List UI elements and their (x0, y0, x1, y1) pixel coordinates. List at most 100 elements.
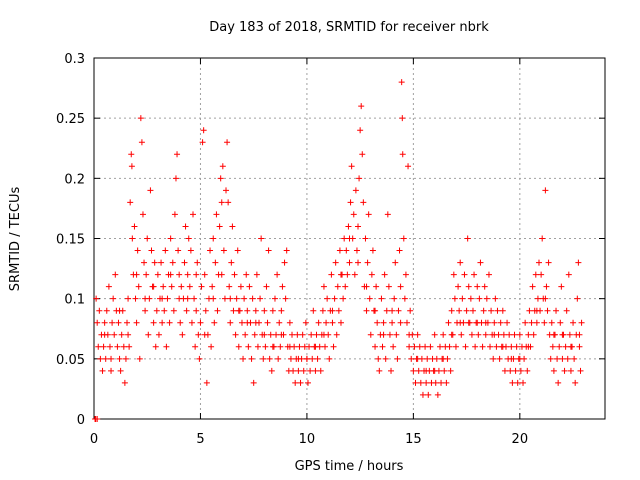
y-tick-label: 0 (77, 413, 85, 428)
data-point (431, 367, 438, 374)
data-point (319, 307, 326, 314)
data-point (168, 283, 175, 290)
data-point (389, 319, 396, 326)
data-point (528, 319, 535, 326)
data-point (487, 343, 494, 350)
data-point (346, 235, 353, 242)
data-point (269, 307, 276, 314)
data-point (220, 247, 227, 254)
data-point (362, 235, 369, 242)
data-point (133, 271, 140, 278)
data-point (225, 199, 232, 206)
data-point (328, 271, 335, 278)
data-point (575, 259, 582, 266)
data-point (183, 307, 190, 314)
data-point (281, 259, 288, 266)
data-point (158, 259, 165, 266)
data-point (310, 307, 317, 314)
data-point (559, 355, 566, 362)
data-point (228, 259, 235, 266)
data-point (169, 259, 176, 266)
data-point (459, 295, 466, 302)
data-point (235, 343, 242, 350)
data-point (533, 319, 540, 326)
data-point (219, 163, 226, 170)
data-point (365, 211, 372, 218)
data-point (241, 295, 248, 302)
data-point (129, 235, 136, 242)
data-point (102, 355, 109, 362)
data-point (570, 319, 577, 326)
data-point (111, 331, 118, 338)
data-point (274, 271, 281, 278)
data-point (116, 307, 123, 314)
data-point (142, 295, 149, 302)
data-point (268, 367, 275, 374)
data-point (471, 271, 478, 278)
data-point (355, 259, 362, 266)
x-tick-label: 20 (512, 432, 529, 447)
data-point (332, 259, 339, 266)
data-point (550, 331, 557, 338)
data-point (192, 343, 199, 350)
data-point (132, 295, 139, 302)
data-point (307, 367, 314, 374)
data-point (251, 331, 258, 338)
data-point (457, 319, 464, 326)
data-point (152, 343, 159, 350)
x-tick-label: 0 (90, 432, 98, 447)
data-point (499, 343, 506, 350)
data-point (128, 151, 135, 158)
data-point (345, 223, 352, 230)
data-point (506, 331, 513, 338)
x-axis-label: GPS time / hours (295, 459, 404, 474)
data-point (229, 223, 236, 230)
data-point (372, 307, 379, 314)
data-point (186, 283, 193, 290)
data-point (95, 343, 102, 350)
data-point (491, 331, 498, 338)
data-point (248, 355, 255, 362)
data-point (388, 367, 395, 374)
data-point (213, 211, 220, 218)
data-point (363, 307, 370, 314)
data-point (468, 331, 475, 338)
data-point (494, 307, 501, 314)
data-point (542, 187, 549, 194)
data-point (406, 343, 413, 350)
data-point (286, 343, 293, 350)
data-point (297, 379, 304, 386)
data-point (118, 331, 125, 338)
data-point (355, 223, 362, 230)
data-point (238, 319, 245, 326)
data-point (558, 283, 565, 290)
data-point (320, 331, 327, 338)
data-point (100, 343, 107, 350)
data-point (312, 343, 319, 350)
data-point (139, 211, 146, 218)
data-point (188, 319, 195, 326)
data-point (522, 319, 529, 326)
data-point (336, 247, 343, 254)
data-point (375, 355, 382, 362)
data-point (278, 307, 285, 314)
data-point (265, 247, 272, 254)
data-point (352, 187, 359, 194)
data-point (329, 307, 336, 314)
data-point (263, 283, 270, 290)
data-point (230, 307, 237, 314)
data-point (295, 367, 302, 374)
data-point (524, 367, 531, 374)
data-point (483, 295, 490, 302)
data-point (513, 343, 520, 350)
data-point (434, 391, 441, 398)
data-point (227, 295, 234, 302)
data-point (294, 331, 301, 338)
data-point (335, 307, 342, 314)
data-point (395, 307, 402, 314)
data-point (534, 295, 541, 302)
data-point (550, 367, 557, 374)
data-point (203, 379, 210, 386)
x-tick-label: 15 (405, 432, 422, 447)
data-point (360, 199, 367, 206)
